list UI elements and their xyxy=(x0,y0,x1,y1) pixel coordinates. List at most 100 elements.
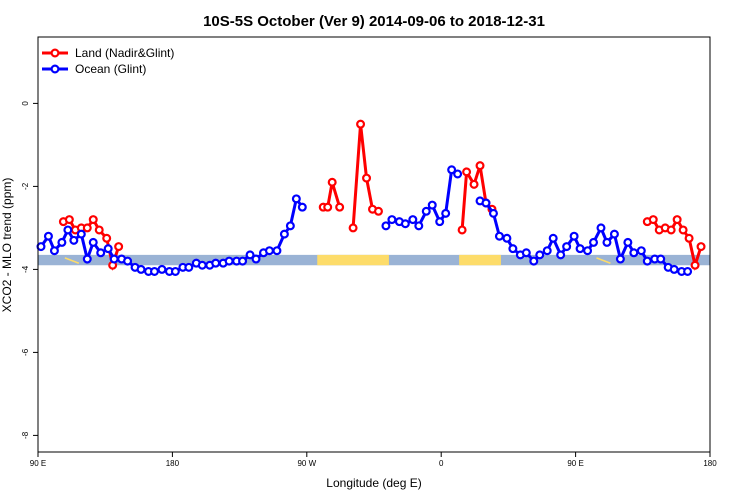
y-tick-label: -8 xyxy=(21,431,30,439)
data-point xyxy=(285,221,295,231)
land-segment xyxy=(459,254,501,266)
data-point xyxy=(323,202,333,212)
data-point xyxy=(197,260,207,270)
data-point xyxy=(400,219,410,229)
data-point xyxy=(184,262,194,272)
x-tick-label: 90 W xyxy=(297,459,316,468)
legend: Land (Nadir&Glint) Ocean (Glint) xyxy=(42,46,174,76)
data-point xyxy=(435,217,445,227)
data-point xyxy=(636,246,646,256)
series-land xyxy=(58,119,706,271)
data-point xyxy=(583,246,593,256)
land-ocean-band xyxy=(38,254,710,266)
y-tick-label: -2 xyxy=(21,182,30,190)
data-point xyxy=(211,258,221,268)
data-point xyxy=(335,202,345,212)
data-point xyxy=(69,235,79,245)
series-line xyxy=(646,216,703,271)
legend-marker xyxy=(50,48,60,58)
data-point xyxy=(421,206,431,216)
data-point xyxy=(94,225,104,235)
y-tick-label: -4 xyxy=(21,265,30,273)
data-point xyxy=(609,229,619,239)
data-point xyxy=(114,242,124,252)
data-point xyxy=(548,233,558,243)
data-point xyxy=(469,179,479,189)
data-point xyxy=(408,215,418,225)
x-tick-label: 90 E xyxy=(30,459,46,468)
data-point xyxy=(672,215,682,225)
x-tick-label: 0 xyxy=(439,459,444,468)
series-ocean xyxy=(36,165,693,276)
data-point xyxy=(238,256,248,266)
x-axis-label: Longitude (deg E) xyxy=(326,476,421,490)
data-point xyxy=(669,264,679,274)
data-point xyxy=(562,242,572,252)
data-point xyxy=(291,194,301,204)
data-point xyxy=(57,237,67,247)
y-axis: 0 -2 -4 -6 -8 xyxy=(21,101,38,439)
data-point xyxy=(245,250,255,260)
data-point xyxy=(36,242,46,252)
data-point xyxy=(123,256,133,266)
data-point xyxy=(502,233,512,243)
data-point xyxy=(251,254,261,264)
data-point xyxy=(602,237,612,247)
data-point xyxy=(535,250,545,260)
data-point xyxy=(648,215,658,225)
data-point xyxy=(109,254,119,264)
data-point xyxy=(356,119,366,129)
data-point xyxy=(272,246,282,256)
data-point xyxy=(575,244,585,254)
data-point xyxy=(381,221,391,231)
data-point xyxy=(475,161,485,171)
data-point xyxy=(49,246,59,256)
data-point xyxy=(224,256,234,266)
data-point xyxy=(447,165,457,175)
data-point xyxy=(82,223,92,233)
data-point xyxy=(596,223,606,233)
data-point xyxy=(690,260,700,270)
data-point xyxy=(481,198,491,208)
data-point xyxy=(387,215,397,225)
data-point xyxy=(136,264,146,274)
data-point xyxy=(678,225,688,235)
legend-label: Land (Nadir&Glint) xyxy=(75,46,174,60)
data-point xyxy=(170,266,180,276)
data-point xyxy=(521,248,531,258)
x-tick-label: 180 xyxy=(166,459,180,468)
data-point xyxy=(63,225,73,235)
data-point xyxy=(279,229,289,239)
data-point xyxy=(427,200,437,210)
data-point xyxy=(103,244,113,254)
data-point xyxy=(462,167,472,177)
chart-title: 10S-5S October (Ver 9) 2014-09-06 to 201… xyxy=(203,13,545,30)
data-point xyxy=(457,225,467,235)
data-point xyxy=(102,233,112,243)
data-point xyxy=(529,256,539,266)
y-axis-label: XCO2 - MLO trend (ppm) xyxy=(0,178,14,313)
data-point xyxy=(589,237,599,247)
data-point xyxy=(569,231,579,241)
data-point xyxy=(373,206,383,216)
data-point xyxy=(508,244,518,254)
series-layer xyxy=(36,119,706,276)
data-point xyxy=(684,233,694,243)
x-tick-label: 180 xyxy=(703,459,717,468)
data-point xyxy=(43,231,53,241)
data-point xyxy=(441,208,451,218)
data-point xyxy=(96,248,106,258)
data-point xyxy=(348,223,358,233)
data-point xyxy=(414,221,424,231)
data-point xyxy=(629,248,639,258)
x-axis: 90 E 180 90 W 0 90 E 180 xyxy=(30,452,717,468)
island-mark xyxy=(596,257,611,264)
data-point xyxy=(264,246,274,256)
data-point xyxy=(64,215,74,225)
data-point xyxy=(157,264,167,274)
data-point xyxy=(542,246,552,256)
legend-marker xyxy=(50,64,60,74)
data-point xyxy=(149,266,159,276)
data-point xyxy=(656,254,666,264)
